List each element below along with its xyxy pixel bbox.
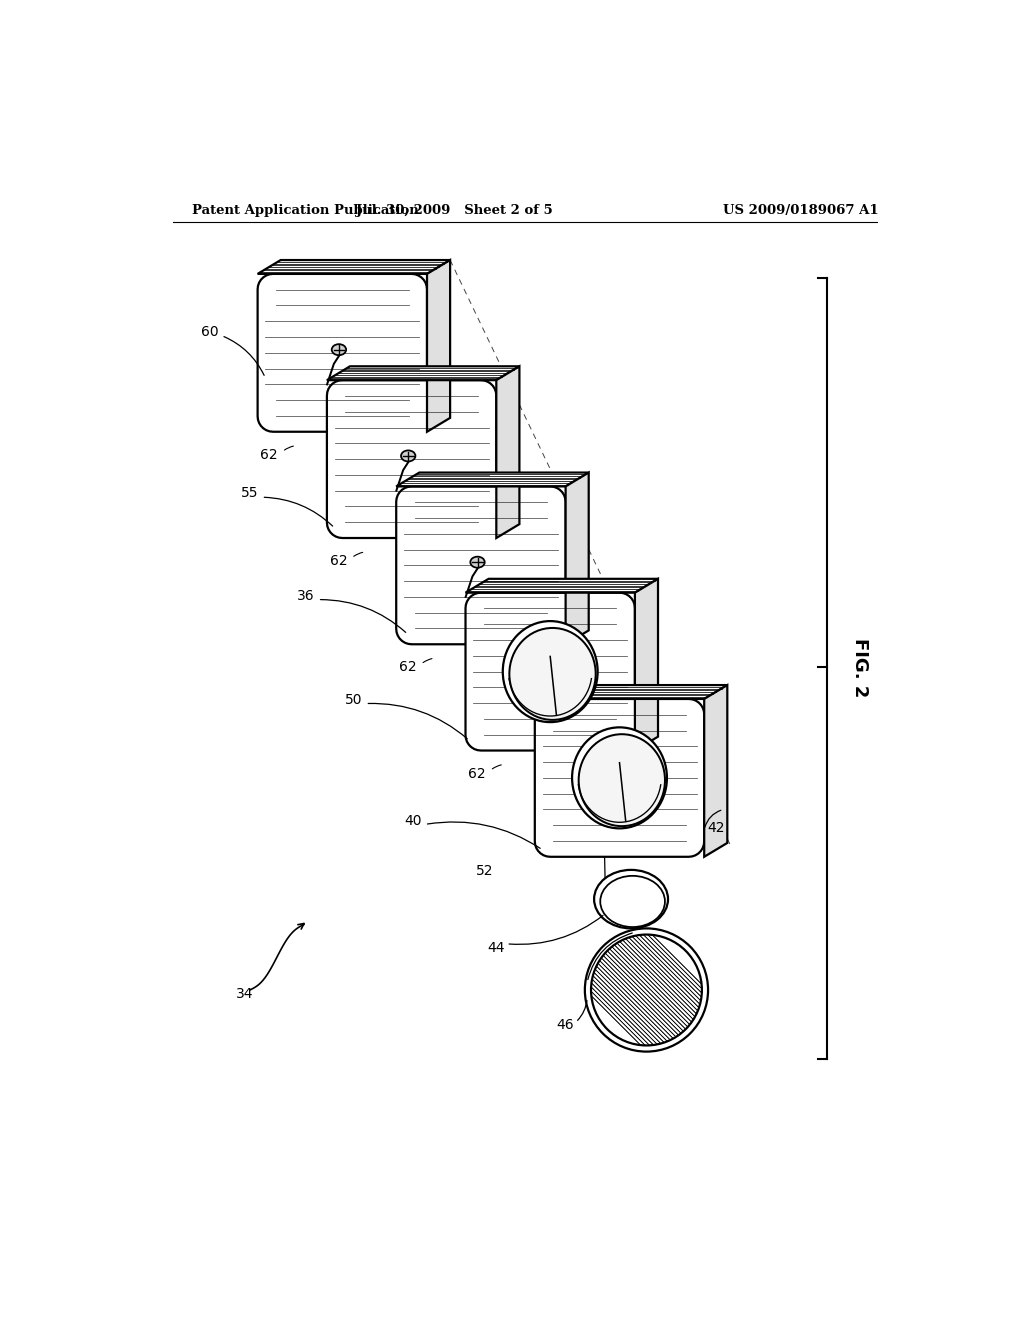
Polygon shape <box>327 380 497 539</box>
Polygon shape <box>635 578 658 751</box>
Ellipse shape <box>594 870 668 928</box>
Ellipse shape <box>503 622 598 722</box>
Text: 62: 62 <box>260 447 278 462</box>
Polygon shape <box>466 578 658 593</box>
Polygon shape <box>535 700 705 857</box>
Polygon shape <box>258 275 427 432</box>
Text: Patent Application Publication: Patent Application Publication <box>193 205 419 218</box>
Polygon shape <box>427 260 451 432</box>
Polygon shape <box>705 685 727 857</box>
Ellipse shape <box>509 628 596 719</box>
Text: 62: 62 <box>330 554 347 568</box>
Text: 50: 50 <box>345 693 362 706</box>
Polygon shape <box>327 367 519 380</box>
Text: 62: 62 <box>399 660 417 675</box>
Text: 62: 62 <box>468 767 485 780</box>
Ellipse shape <box>572 727 667 829</box>
Ellipse shape <box>600 876 665 927</box>
Text: 42: 42 <box>707 821 725 836</box>
Text: 40: 40 <box>404 813 422 828</box>
Polygon shape <box>466 593 635 751</box>
Ellipse shape <box>470 557 484 568</box>
Polygon shape <box>396 473 589 487</box>
Text: 46: 46 <box>557 1018 574 1032</box>
Polygon shape <box>565 473 589 644</box>
Ellipse shape <box>332 345 346 355</box>
Text: 52: 52 <box>476 863 494 878</box>
Polygon shape <box>497 367 519 539</box>
Polygon shape <box>535 685 727 700</box>
Text: Jul. 30, 2009   Sheet 2 of 5: Jul. 30, 2009 Sheet 2 of 5 <box>355 205 552 218</box>
Polygon shape <box>258 260 451 275</box>
Text: 44: 44 <box>487 941 505 954</box>
Text: FIG. 2: FIG. 2 <box>851 639 868 698</box>
Text: 55: 55 <box>242 486 259 500</box>
Polygon shape <box>396 487 565 644</box>
Ellipse shape <box>591 935 701 1045</box>
Text: US 2009/0189067 A1: US 2009/0189067 A1 <box>723 205 879 218</box>
Text: 60: 60 <box>201 325 219 339</box>
Ellipse shape <box>401 450 416 462</box>
Text: 36: 36 <box>297 589 315 603</box>
Text: 34: 34 <box>236 987 253 1001</box>
Ellipse shape <box>579 734 665 826</box>
